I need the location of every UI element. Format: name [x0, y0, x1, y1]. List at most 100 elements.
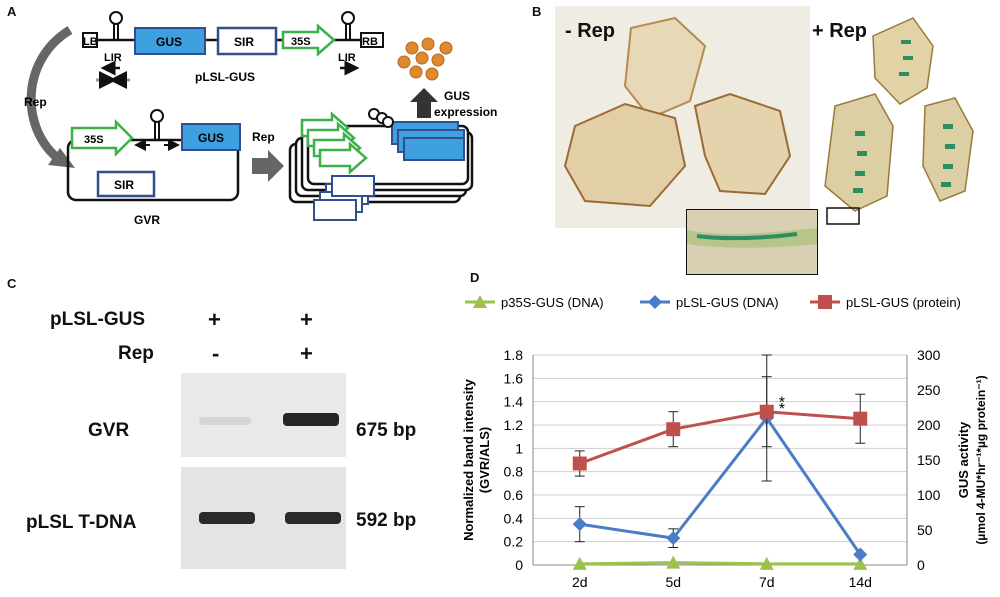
series-line: [579, 561, 861, 566]
sir-top-label: SIR: [234, 35, 254, 49]
leaf-photo: - Rep + Rep: [555, 6, 995, 228]
y-tick-right: 250: [917, 382, 941, 398]
series-line: [579, 415, 862, 556]
gus-protein-dots-icon: [397, 37, 453, 81]
gus-expression-label-2: expression: [434, 105, 497, 119]
rep-curve-label: Rep: [24, 95, 47, 109]
row2-lane1: -: [212, 341, 220, 366]
lir-left-label: LIR: [104, 52, 122, 64]
gus-box-gvr: [181, 123, 241, 151]
gus-expression-label-1: GUS: [444, 89, 470, 103]
leaf-photo-drawing: [563, 6, 995, 228]
y-tick-right: 50: [917, 522, 933, 538]
legend-label: pLSL-GUS (DNA): [676, 295, 779, 310]
sir-box-top: [216, 26, 278, 56]
significance-asterisk: *: [779, 395, 785, 412]
gvr-gus-label: GUS: [198, 131, 224, 145]
y-tick-left: 0.8: [504, 464, 524, 480]
y-tick-left: 0: [515, 557, 523, 573]
y-tick-left: 0.4: [504, 510, 524, 526]
line-chart: 0 0.2 0.4 0.6 0.8 1 1.2 1.4 1.6 1.8 0 50 100 150 200 25…: [461, 295, 988, 590]
significance-asterisk: *: [779, 401, 785, 418]
gvr-35s-label: 35S: [84, 134, 104, 146]
gel2-label: pLSL T-DNA: [26, 512, 137, 533]
gvr-name: GVR: [134, 213, 160, 227]
lb-label: LB: [83, 36, 98, 48]
data-point: [666, 422, 681, 437]
legend-label: p35S-GUS (DNA): [501, 295, 604, 310]
construct-name: pLSL-GUS: [195, 70, 255, 84]
p35s-top-label: 35S: [291, 36, 311, 48]
data-point: [853, 547, 868, 562]
x-tick-label: 14d: [849, 574, 872, 590]
gel2-size: 592 bp: [356, 510, 417, 531]
gus-box-top: [134, 27, 206, 55]
lir-hairpin-gvr-icon: [150, 109, 164, 140]
y-tick-right: 100: [917, 487, 941, 503]
data-point: [853, 411, 868, 426]
panel-label-b: B: [532, 4, 542, 19]
amplified-replicons-stack: [288, 108, 474, 221]
legend-marker: [648, 295, 662, 309]
y-tick-right: 150: [917, 452, 941, 468]
promoter-35s-gvr-icon: [70, 118, 134, 158]
legend-marker: [473, 295, 487, 308]
panel-a-diagram: LB RB LIR LIR GUS SIR 35S pLSL-GUS Rep 3…: [24, 11, 497, 227]
sir-box-gvr: [96, 170, 156, 198]
promoter-35s-top-icon: [281, 23, 336, 57]
gvr-circle: [66, 138, 240, 202]
panel-label-d: D: [470, 270, 480, 285]
data-point: [572, 517, 587, 532]
y-tick-left: 0.6: [504, 487, 524, 503]
data-point: [759, 556, 774, 570]
lir-hairpin-right-icon: [341, 11, 355, 40]
y-tick-left: 1.4: [504, 394, 524, 410]
gvr-sir-label: SIR: [114, 178, 134, 192]
zoom-selection-box: [826, 207, 860, 225]
data-point: [666, 531, 681, 546]
data-point: [572, 556, 587, 570]
legend-label: pLSL-GUS (protein): [846, 295, 961, 310]
legend-marker: [818, 295, 832, 309]
x-tick-label: 7d: [759, 574, 775, 590]
y-tick-right: 0: [917, 557, 925, 573]
gel-band-gvr-lane2: [283, 413, 339, 426]
row1-label: pLSL-GUS: [50, 309, 145, 330]
gel-band-tdna-lane1: [199, 512, 255, 524]
data-point: [759, 404, 774, 419]
gel-band-gvr-lane1: [199, 417, 251, 425]
y-tick-left: 0.2: [504, 534, 524, 550]
data-point: [666, 555, 681, 569]
y-tick-left: 1.6: [504, 370, 524, 386]
y-tick-right: 300: [917, 347, 941, 363]
lir-right-label: LIR: [338, 52, 356, 64]
y-axis-title-right: GUS activity: [956, 421, 971, 498]
y-tick-right: 200: [917, 417, 941, 433]
y-tick-left: 1.2: [504, 417, 524, 433]
row1-lane1: +: [208, 307, 221, 332]
lir-hairpin-left-icon: [109, 11, 123, 40]
rep-arrow-label: Rep: [252, 130, 275, 144]
y-axis-title-left-unit: (GVR/ALS): [477, 427, 492, 493]
y-tick-left: 1: [515, 440, 523, 456]
lb-border-box: [82, 32, 98, 48]
minus-rep-label: - Rep: [565, 20, 615, 42]
gel1-size: 675 bp: [356, 420, 417, 441]
gel-band-tdna-lane2: [285, 512, 341, 524]
up-arrow-icon: [410, 88, 438, 118]
y-axis-title-left: Normalized band intensity: [461, 378, 476, 541]
gus-top-label: GUS: [156, 35, 182, 49]
zoom-inset: [686, 209, 818, 275]
plus-rep-label: + Rep: [812, 20, 868, 42]
data-point: [572, 456, 587, 471]
rep-block-arrow-icon: [252, 150, 284, 182]
panel-label-a: A: [7, 4, 17, 19]
y-tick-left: 1.8: [504, 347, 524, 363]
series-line: [579, 410, 861, 465]
y-axis-title-right-unit: (µmol 4-MU*hr⁻¹*µg protein⁻¹): [974, 375, 988, 544]
gel-gvr: [181, 373, 346, 457]
gel-tdna: [181, 467, 346, 569]
x-tick-label: 2d: [572, 574, 588, 590]
panel-label-c: C: [7, 276, 17, 291]
rep-curved-arrow-icon: [26, 26, 73, 164]
